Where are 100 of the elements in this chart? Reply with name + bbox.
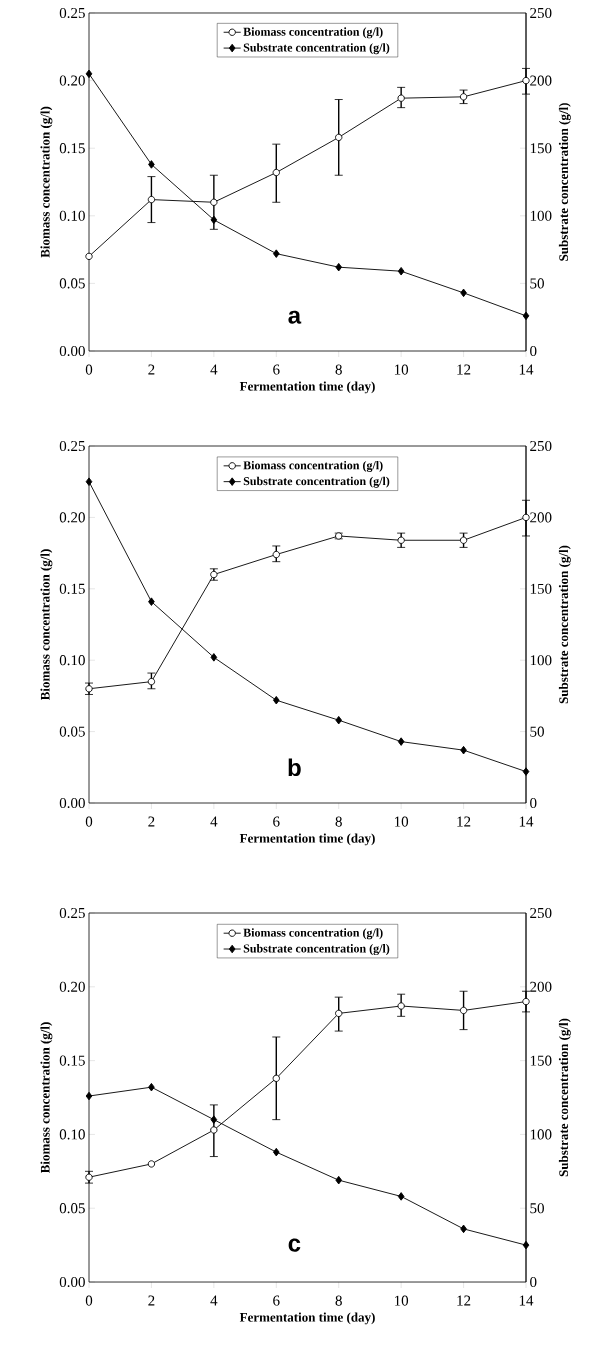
annotation: a (288, 310, 302, 324)
y2-tick-label: 200 (530, 75, 552, 86)
y-axis-title: Biomass concentration (g/l) (40, 106, 53, 258)
y-tick-label: 0.25 (59, 907, 85, 919)
x-axis-title: Fermentation time (day) (239, 381, 375, 394)
y2-tick-label: 0 (530, 797, 537, 809)
y2-tick-label: 50 (530, 1203, 544, 1214)
x-tick-label: 0 (85, 816, 93, 827)
y-tick-label: 0.25 (59, 7, 85, 19)
y2-tick-label: 150 (530, 583, 552, 594)
point (460, 745, 467, 755)
point (272, 168, 280, 177)
y-tick-label: 0.15 (59, 143, 85, 154)
y2-tick-label: 250 (530, 907, 552, 919)
point (460, 1224, 467, 1234)
y-tick-label: 0.10 (59, 1129, 85, 1140)
x-tick-label: 4 (210, 1295, 218, 1306)
point (460, 288, 467, 298)
x-tick-label: 8 (335, 1295, 342, 1306)
x-tick-label: 8 (335, 364, 342, 375)
y2-tick-label: 150 (530, 1055, 552, 1066)
y2-tick-label: 100 (530, 655, 552, 666)
point (148, 1082, 155, 1092)
x-tick-label: 10 (394, 816, 409, 827)
y2-tick-label: 200 (530, 981, 552, 992)
y-tick-label: 0.10 (59, 210, 85, 221)
x-tick-label: 2 (148, 816, 155, 827)
point (459, 536, 468, 544)
point (335, 133, 343, 142)
point (397, 266, 405, 276)
x-tick-label: 14 (519, 816, 534, 827)
point (397, 1002, 405, 1010)
x-tick-label: 12 (457, 816, 471, 827)
point (210, 1126, 218, 1134)
legend-label: Biomass concentration (g/l) (243, 27, 383, 39)
y-tick-label: 0.00 (59, 797, 85, 809)
y-tick-label: 0.20 (59, 75, 85, 86)
x-tick-label: 4 (210, 816, 218, 827)
x-tick-label: 8 (335, 816, 342, 827)
legend-label: Substrate concentration (g/l) (243, 476, 390, 488)
y-tick-label: 0.00 (59, 345, 85, 357)
y2-tick-label: 250 (530, 440, 552, 452)
y-tick-label: 0.20 (59, 512, 85, 523)
legend-label: Biomass concentration (g/l) (243, 928, 383, 940)
y-tick-label: 0.05 (59, 726, 85, 737)
y-tick-label: 0.10 (59, 655, 85, 666)
y2-axis-title: Substrate concentration (g/l) (558, 1018, 571, 1177)
point (335, 715, 343, 725)
point (522, 513, 530, 522)
y2-tick-label: 150 (530, 143, 552, 154)
point (459, 93, 468, 101)
x-tick-label: 10 (394, 1295, 409, 1306)
legend-label: Biomass concentration (g/l) (243, 460, 383, 472)
y2-axis-title: Substrate concentration (g/l) (558, 545, 571, 704)
point (522, 76, 530, 85)
point (459, 1006, 468, 1015)
point (210, 198, 218, 206)
point (397, 94, 405, 102)
point (148, 160, 155, 169)
x-tick-label: 10 (394, 364, 409, 375)
y2-tick-label: 200 (530, 512, 552, 523)
point (85, 252, 93, 261)
x-tick-label: 4 (210, 364, 218, 375)
point (335, 262, 343, 272)
point (397, 1192, 405, 1201)
x-tick-label: 6 (273, 816, 280, 827)
x-tick-label: 6 (273, 1295, 280, 1306)
x-tick-label: 2 (148, 1295, 155, 1306)
point (397, 536, 405, 544)
x-tick-label: 14 (519, 364, 534, 375)
x-tick-label: 0 (85, 1295, 93, 1306)
x-tick-label: 0 (85, 364, 93, 375)
y-tick-label: 0.15 (59, 583, 85, 594)
y-tick-label: 0.00 (59, 1276, 85, 1288)
point (147, 677, 156, 686)
y2-tick-label: 50 (530, 278, 544, 289)
y2-tick-label: 0 (530, 1276, 537, 1288)
annotation: b (288, 758, 301, 777)
point (147, 195, 156, 204)
point (272, 1074, 280, 1082)
point (147, 1160, 156, 1168)
y-tick-label: 0.15 (59, 1055, 85, 1066)
y2-tick-label: 250 (530, 7, 552, 19)
point (210, 653, 218, 662)
x-tick-label: 14 (519, 1295, 534, 1306)
y-tick-label: 0.20 (59, 981, 85, 992)
x-tick-label: 6 (273, 364, 280, 375)
x-tick-label: 12 (457, 1295, 471, 1306)
point (397, 737, 405, 746)
y-tick-label: 0.05 (59, 1203, 85, 1214)
y2-tick-label: 50 (530, 726, 544, 737)
x-axis-title: Fermentation time (day) (239, 833, 375, 846)
y-tick-label: 0.05 (59, 278, 85, 289)
y-axis-title: Biomass concentration (g/l) (40, 549, 53, 701)
point (522, 997, 530, 1006)
point (272, 550, 280, 559)
x-tick-label: 12 (457, 364, 471, 375)
point (335, 1009, 343, 1018)
y-tick-label: 0.25 (59, 440, 85, 452)
point (335, 1175, 343, 1185)
